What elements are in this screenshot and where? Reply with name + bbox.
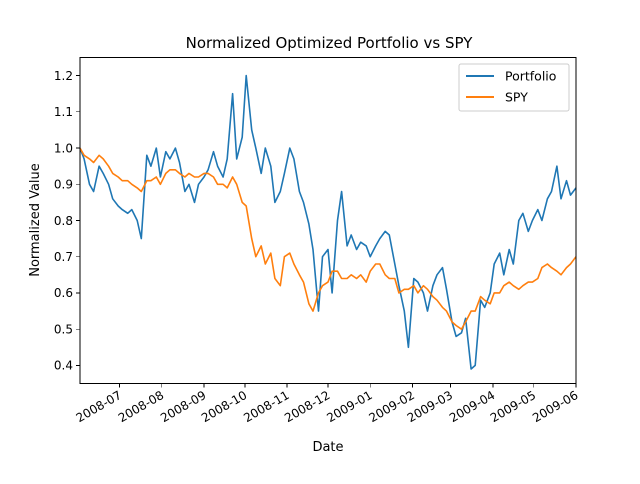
series-line-spy (79, 147, 577, 331)
y-tick-label: 0.7 (54, 250, 73, 264)
legend-label-spy: SPY (505, 90, 528, 105)
x-tick-label: 2008-11 (241, 388, 291, 425)
y-tick-label: 1.0 (54, 141, 73, 155)
y-tick-label: 0.8 (54, 214, 73, 228)
x-tick-label: 2008-10 (199, 388, 249, 425)
x-tick-label: 2008-12 (282, 388, 332, 425)
y-axis-label: Normalized Value (28, 163, 43, 277)
series-layer (79, 74, 577, 370)
x-tick-label: 2008-08 (116, 388, 166, 425)
x-axis: 2008-072008-082008-092008-102008-112008-… (74, 383, 581, 425)
x-tick-label: 2008-09 (158, 388, 208, 425)
legend-label-portfolio: Portfolio (505, 69, 556, 84)
y-tick-label: 0.4 (54, 359, 73, 373)
y-tick-label: 1.1 (54, 105, 73, 119)
x-tick-label: 2009-01 (324, 388, 374, 425)
legend: Portfolio SPY (458, 63, 570, 112)
y-tick-label: 0.5 (54, 322, 73, 336)
x-tick-label: 2009-04 (447, 388, 497, 425)
chart-title: Normalized Optimized Portfolio vs SPY (186, 34, 474, 52)
x-axis-label: Date (312, 440, 343, 455)
y-axis: 0.4 0.5 0.6 0.7 0.8 0.9 1.0 1.1 1.2 (54, 69, 80, 373)
series-line-portfolio (79, 74, 577, 370)
x-tick-label: 2009-06 (530, 388, 580, 425)
x-tick-label: 2009-05 (488, 388, 538, 425)
x-tick-label: 2008-07 (74, 388, 124, 425)
y-tick-label: 0.9 (54, 178, 73, 192)
y-tick-label: 1.2 (54, 69, 73, 83)
y-tick-label: 0.6 (54, 286, 73, 300)
